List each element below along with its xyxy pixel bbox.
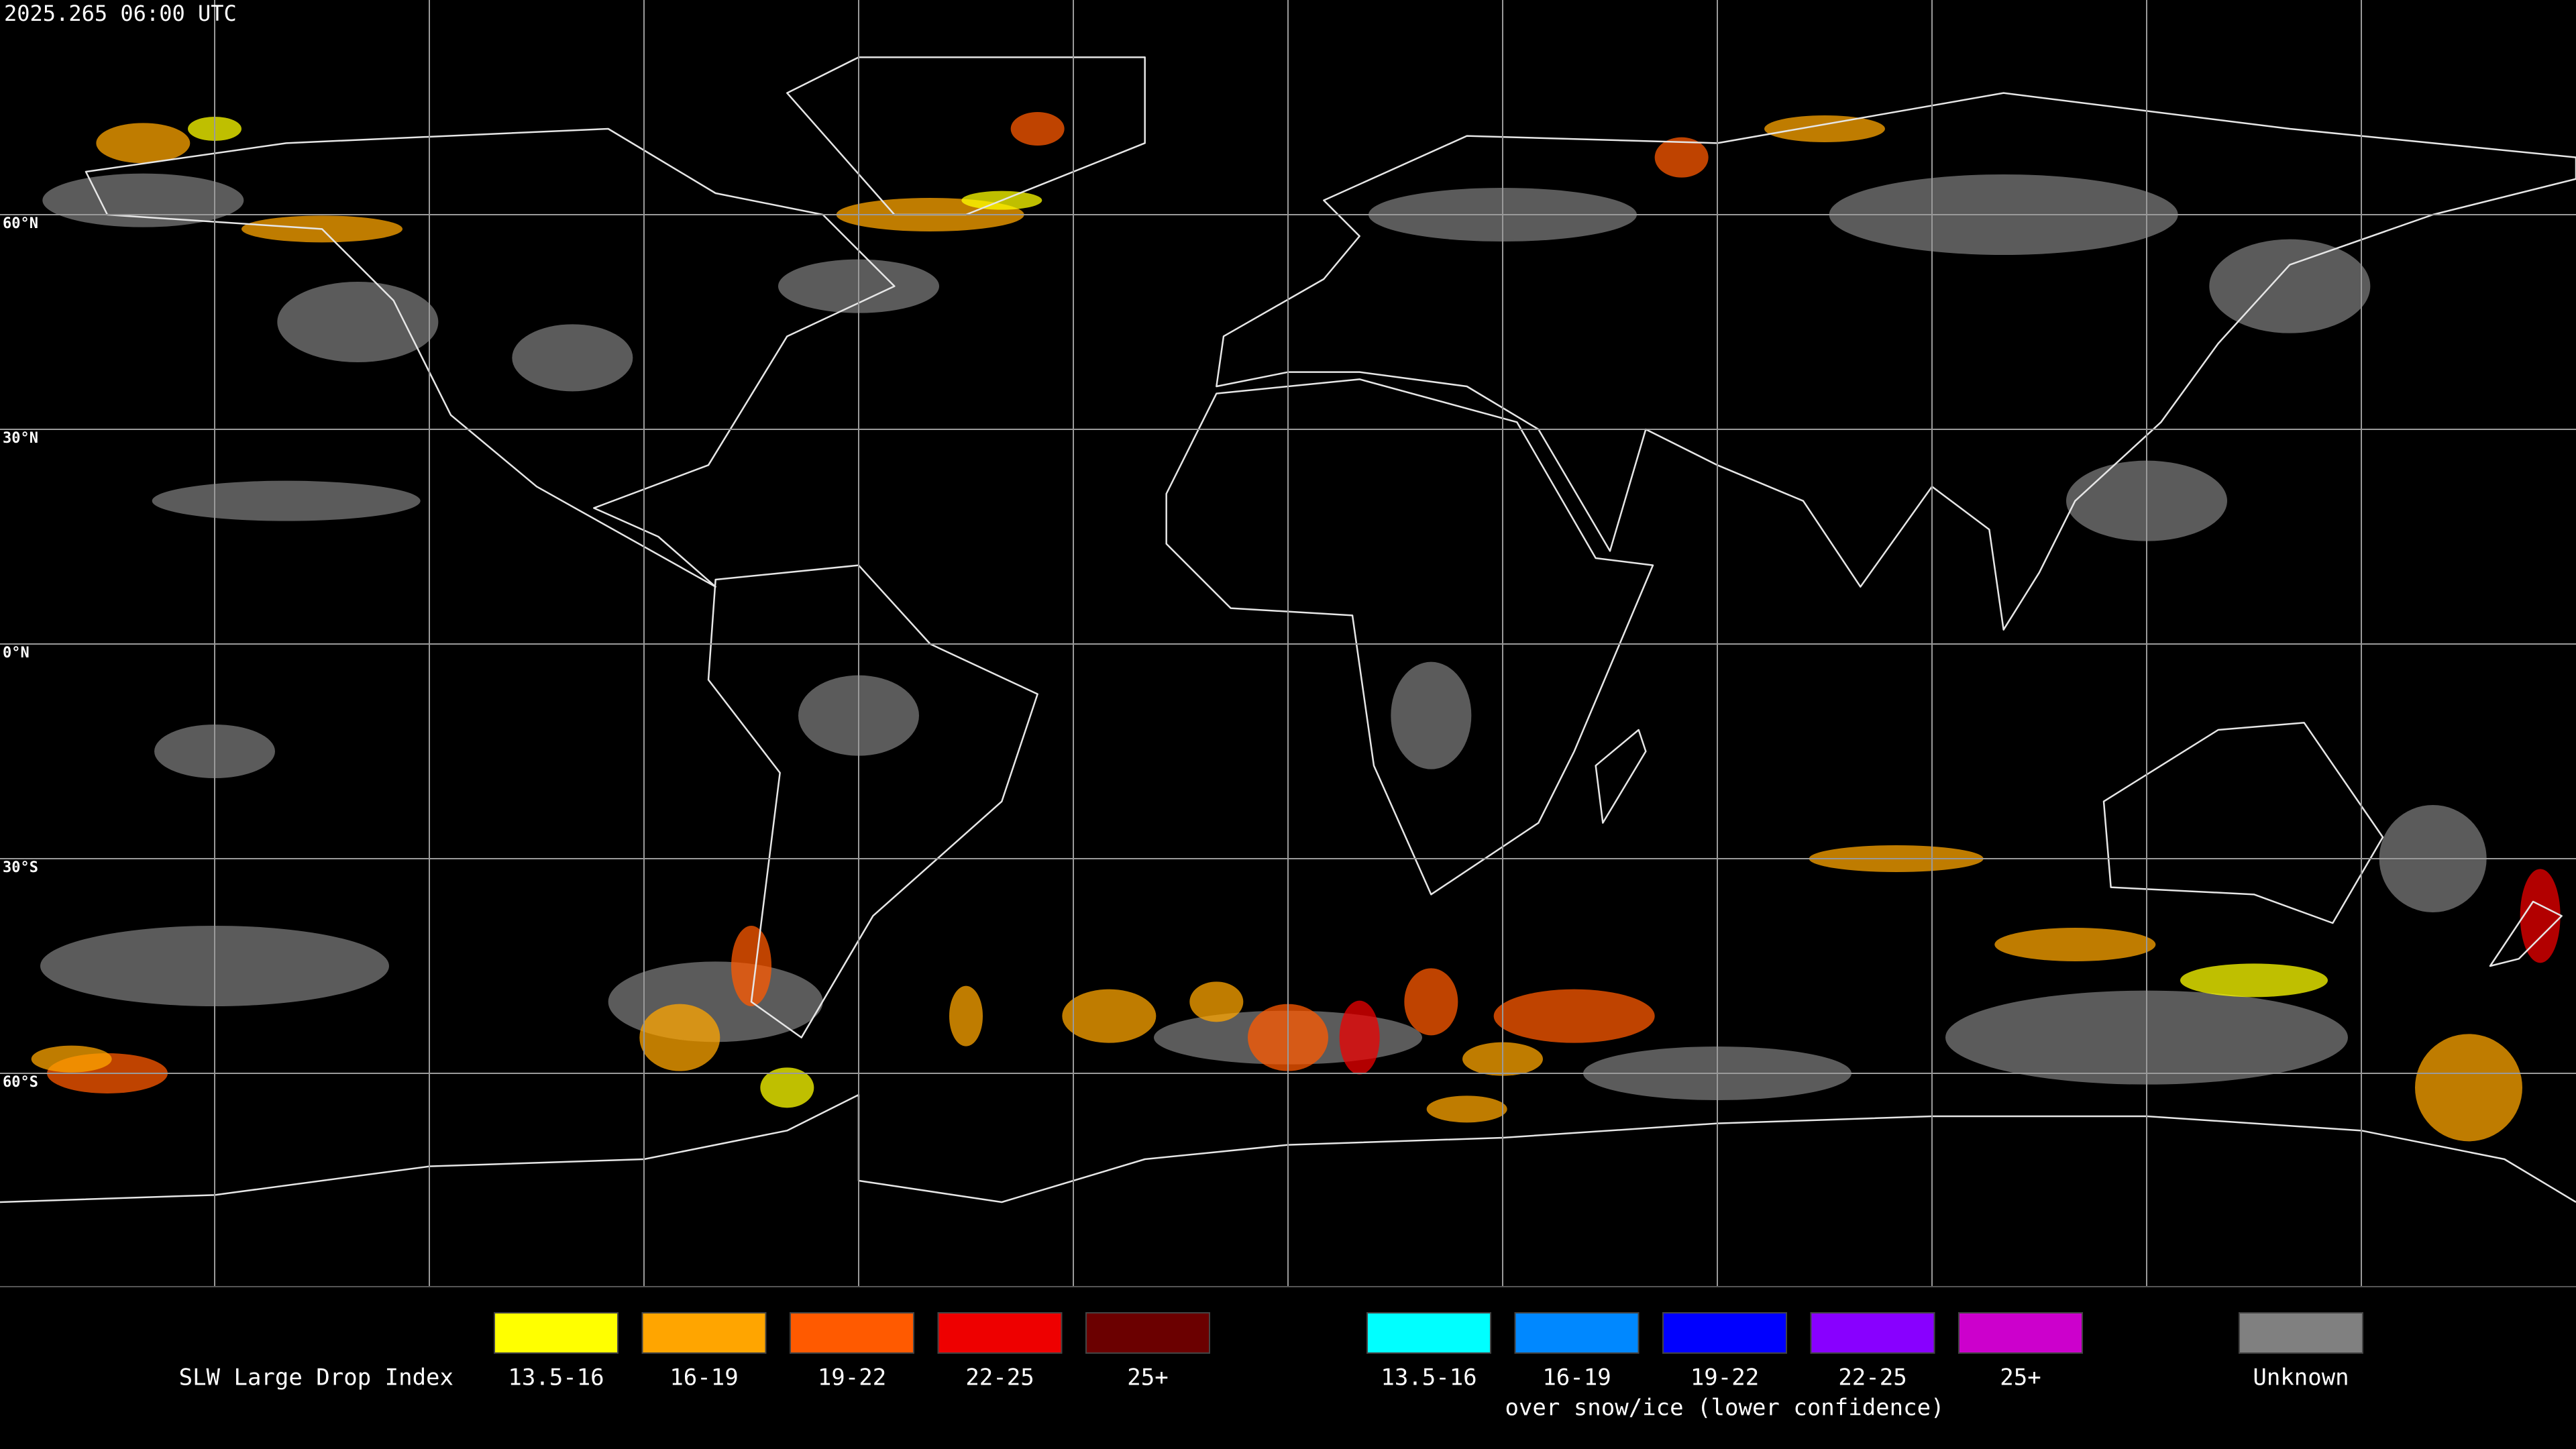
legend-label: 19-22 [818, 1364, 886, 1391]
latitude-label: 60°S [3, 1074, 38, 1091]
legend-label: 22-25 [1838, 1364, 1907, 1391]
legend-label: 25+ [1127, 1364, 1168, 1391]
cloud-blob [1654, 137, 1709, 178]
cloud-blob [760, 1067, 814, 1108]
cloud-blob [1010, 112, 1065, 146]
legend-swatch [1958, 1312, 2083, 1354]
cloud-layer [31, 112, 2561, 1142]
legend-note: over snow/ice (lower confidence) [1505, 1395, 1944, 1421]
coastline [85, 127, 896, 588]
cloud-blob [2209, 239, 2371, 333]
cloud-blob [2415, 1034, 2522, 1142]
cloud-blob [1493, 989, 1655, 1043]
coastline [1595, 729, 1647, 824]
cloud-blob [31, 1045, 112, 1073]
legend: 13.5-16 16-19 19-22 22-25 25+ 13.5-16 16-19 19-… [494, 1312, 2363, 1391]
legend-label: 22-25 [965, 1364, 1034, 1391]
coastline [1216, 92, 2576, 631]
latitude-label: 0°N [3, 645, 30, 661]
coastline [2102, 722, 2384, 924]
cloud-blob [1391, 661, 1472, 769]
legend-swatch [937, 1312, 1063, 1354]
cloud-blob [42, 173, 244, 227]
legend-label: 19-22 [1690, 1364, 1759, 1391]
cloud-blob [731, 926, 771, 1006]
latitude-label: 60°N [3, 215, 38, 232]
antarctic-coast [0, 1093, 2576, 1203]
legend-title: SLW Large Drop Index [179, 1364, 453, 1391]
latitude-label: 30°S [3, 859, 38, 876]
legend-label: 16-19 [669, 1364, 738, 1391]
legend-swatch [1662, 1312, 1787, 1354]
legend-swatch [494, 1312, 619, 1354]
cloud-blob [1404, 968, 1458, 1036]
cloud-blob [96, 123, 191, 164]
coastlines [0, 56, 2576, 1203]
legend-label: 13.5-16 [1381, 1364, 1477, 1391]
cloud-blob [2180, 963, 2328, 998]
cloud-blob [1339, 1000, 1380, 1075]
legend-swatch [1810, 1312, 1935, 1354]
legend-swatch [1514, 1312, 1640, 1354]
legend-label: Unknown [2253, 1364, 2349, 1391]
coastline [2489, 900, 2563, 967]
legend-swatch [641, 1312, 767, 1354]
coastline [707, 564, 1038, 1038]
cloud-blob [512, 324, 633, 392]
cloud-blob [639, 1004, 720, 1071]
cloud-blob [1994, 928, 2156, 961]
legend-label: 16-19 [1542, 1364, 1611, 1391]
cloud-blob [1426, 1095, 1507, 1123]
cloud-blob [1189, 981, 1244, 1022]
legend-swatch [1366, 1312, 1491, 1354]
legend-label: 25+ [2000, 1364, 2041, 1391]
map-title: 2025.265 06:00 UTC [4, 1, 237, 26]
legend-swatch [2239, 1312, 2363, 1354]
cloud-blob [2520, 869, 2561, 963]
cloud-blob [1062, 989, 1157, 1043]
cloud-blob [152, 480, 421, 521]
legend-label: 13.5-16 [508, 1364, 604, 1391]
cloud-blob [949, 985, 983, 1046]
legend-swatch [790, 1312, 914, 1354]
coastline [1165, 378, 1654, 896]
legend-swatch [1085, 1312, 1210, 1354]
latitude-label: 30°N [3, 430, 38, 447]
graticule: 60°N 30°N 0°N 30°S 60°S [0, 0, 2576, 1287]
cloud-blob [1764, 115, 1885, 142]
cloud-blob [277, 282, 439, 362]
